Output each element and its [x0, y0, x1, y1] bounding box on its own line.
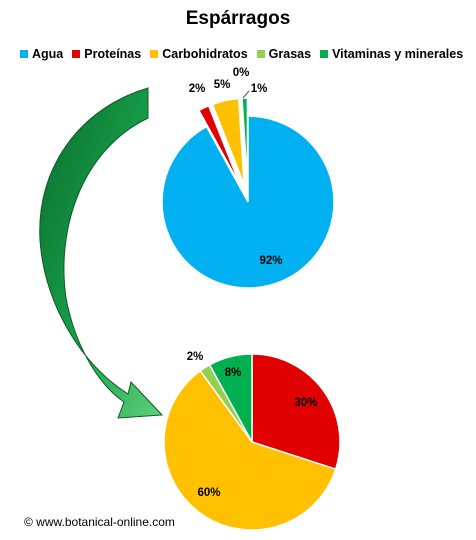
- data-label-grasas: 2%: [187, 351, 204, 363]
- leader-line-vitaminas: [242, 90, 250, 99]
- legend-swatch-vitaminas: [320, 50, 329, 58]
- legend-item-proteinas: Proteínas: [72, 47, 141, 61]
- data-label-carbohidratos: 60%: [197, 487, 220, 499]
- legend-label-proteinas: Proteínas: [84, 47, 142, 61]
- legend-swatch-proteinas: [72, 50, 81, 58]
- pie-slice-vitaminas-y-minerales: [241, 97, 249, 185]
- chart-legend: Agua Proteínas Carbohidratos Grasas Vita…: [20, 47, 463, 61]
- pie-chart-solids: 30% 60% 2% 8%: [163, 351, 341, 531]
- legend-label-agua: Agua: [32, 47, 64, 61]
- legend-swatch-carbohidratos: [150, 50, 159, 58]
- pie-chart-esparragos: 92% 2% 5%0%1%: [161, 67, 335, 289]
- pie-slice-carbohidratos: [163, 369, 337, 531]
- data-label-agua: 92%: [259, 255, 282, 267]
- legend-label-vitaminas: Vitaminas y minerales: [332, 47, 464, 61]
- data-label-vitaminas-y-minerales: 8%: [225, 367, 242, 379]
- pie-slice-agua: [161, 115, 335, 289]
- copyright-credit: © www.botanical-online.com: [24, 515, 175, 529]
- data-label-proteinas: 2%: [189, 83, 206, 95]
- data-label-proteinas: 30%: [294, 397, 317, 409]
- data-label-grasas: 0%: [233, 67, 250, 79]
- pie-slice-proteinas: [197, 104, 242, 187]
- data-label-carbohidratos: 5%: [214, 79, 231, 91]
- legend-label-carbohidratos: Carbohidratos: [162, 47, 248, 61]
- data-label-vitaminas-y-minerales: 1%: [251, 83, 268, 95]
- legend-item-vitaminas: Vitaminas y minerales: [320, 47, 463, 61]
- legend-item-carbohidratos: Carbohidratos: [150, 47, 248, 61]
- legend-item-agua: Agua: [20, 47, 63, 61]
- legend-swatch-agua: [20, 50, 28, 58]
- pie-slice-vitaminas-y-minerales: [208, 353, 253, 443]
- legend-label-grasas: Grasas: [268, 47, 312, 61]
- legend-swatch-grasas: [256, 50, 265, 58]
- legend-item-grasas: Grasas: [256, 47, 312, 61]
- chart-title: Espárragos: [185, 8, 291, 29]
- pie-slice-carbohidratos: [211, 97, 245, 185]
- curved-arrow: [39, 87, 164, 419]
- pie-slice-proteinas: [251, 353, 341, 471]
